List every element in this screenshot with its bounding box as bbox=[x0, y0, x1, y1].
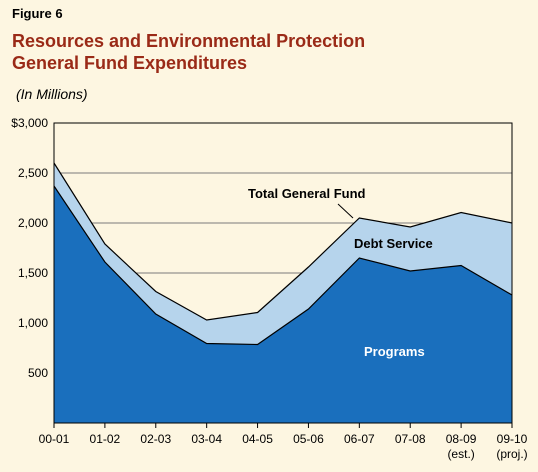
x-tick-label: 04-05 bbox=[242, 432, 273, 446]
figure-label: Figure 6 bbox=[12, 6, 63, 21]
plot-frame bbox=[53, 122, 513, 424]
x-tick-label: 00-01 bbox=[39, 432, 70, 446]
y-tick-label: $3,000 bbox=[11, 116, 48, 130]
total-general-fund-leader bbox=[337, 203, 354, 219]
x-tick-label: 09-10 bbox=[497, 432, 528, 446]
y-tick-label: 1,000 bbox=[18, 316, 48, 330]
x-tick-label: 08-09 bbox=[446, 432, 477, 446]
programs-label: Programs bbox=[364, 344, 425, 359]
programs-area bbox=[54, 186, 512, 423]
y-tick-label: 2,500 bbox=[18, 166, 48, 180]
x-tick-label: 05-06 bbox=[293, 432, 324, 446]
x-tick-label: 01-02 bbox=[90, 432, 121, 446]
total-general-fund-line bbox=[53, 162, 513, 321]
title-line-2: General Fund Expenditures bbox=[12, 53, 248, 73]
x-tick-label: 02-03 bbox=[140, 432, 171, 446]
x-tick-sublabel: (est.) bbox=[447, 447, 474, 461]
x-tick-label: 07-08 bbox=[395, 432, 426, 446]
units-note: (In Millions) bbox=[16, 86, 88, 102]
programs-line bbox=[53, 185, 513, 346]
chart-title: Resources and Environmental Protection G… bbox=[12, 30, 365, 74]
y-tick-label: 2,000 bbox=[18, 216, 48, 230]
x-tick-sublabel: (proj.) bbox=[496, 447, 527, 461]
y-tick-label: 1,500 bbox=[18, 266, 48, 280]
title-line-1: Resources and Environmental Protection bbox=[12, 31, 366, 51]
y-tick-label: 500 bbox=[28, 366, 48, 380]
x-tick-label: 03-04 bbox=[191, 432, 222, 446]
total-general-fund-label: Total General Fund bbox=[248, 186, 366, 201]
x-tick-label: 06-07 bbox=[344, 432, 375, 446]
debt-service-label: Debt Service bbox=[354, 236, 433, 251]
